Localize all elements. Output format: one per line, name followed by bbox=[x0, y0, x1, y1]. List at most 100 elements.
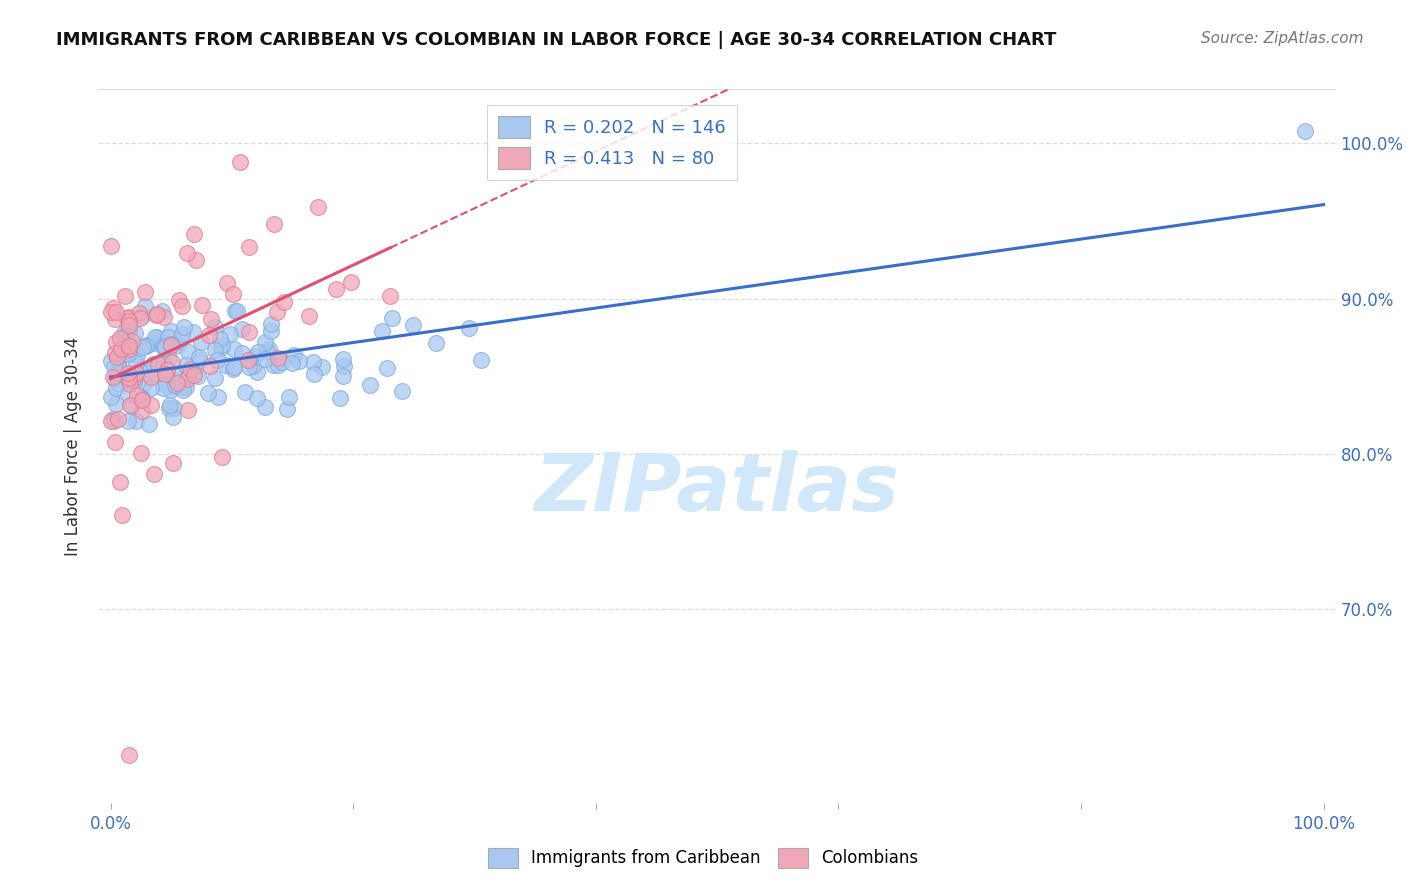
Point bbox=[380, 289, 402, 303]
Point bbox=[172, 371, 194, 385]
Point bbox=[333, 359, 356, 373]
Legend: Immigrants from Caribbean, Colombians: Immigrants from Caribbean, Colombians bbox=[481, 841, 925, 875]
Point bbox=[401, 318, 423, 332]
Point bbox=[110, 331, 132, 345]
Point bbox=[103, 360, 125, 375]
Point bbox=[215, 358, 238, 372]
Point bbox=[266, 358, 288, 372]
Point bbox=[145, 330, 167, 344]
Point bbox=[152, 381, 174, 395]
Point bbox=[122, 374, 145, 388]
Point bbox=[222, 342, 245, 356]
Point bbox=[170, 299, 193, 313]
Point bbox=[188, 351, 211, 365]
Point bbox=[280, 356, 302, 370]
Point bbox=[115, 310, 138, 325]
Point bbox=[100, 414, 122, 428]
Point bbox=[101, 301, 124, 315]
Point bbox=[160, 337, 183, 351]
Point bbox=[105, 351, 128, 366]
Point bbox=[120, 376, 142, 391]
Point bbox=[153, 368, 176, 382]
Point bbox=[325, 282, 347, 296]
Point bbox=[141, 381, 163, 395]
Text: ZIPatlas: ZIPatlas bbox=[534, 450, 900, 528]
Point bbox=[117, 374, 139, 388]
Point bbox=[118, 747, 141, 762]
Point bbox=[125, 366, 148, 380]
Point bbox=[142, 336, 165, 351]
Point bbox=[157, 401, 180, 416]
Point bbox=[112, 326, 135, 340]
Point bbox=[229, 155, 252, 169]
Point bbox=[246, 391, 269, 405]
Point bbox=[157, 351, 180, 365]
Point bbox=[174, 380, 197, 394]
Point bbox=[172, 379, 194, 393]
Point bbox=[160, 337, 183, 351]
Point bbox=[162, 456, 184, 470]
Text: IMMIGRANTS FROM CARIBBEAN VS COLOMBIAN IN LABOR FORCE | AGE 30-34 CORRELATION CH: IMMIGRANTS FROM CARIBBEAN VS COLOMBIAN I… bbox=[56, 31, 1057, 49]
Point bbox=[256, 343, 278, 358]
Point bbox=[162, 366, 184, 380]
Point bbox=[115, 345, 138, 359]
Point bbox=[129, 360, 152, 375]
Point bbox=[276, 402, 298, 417]
Point bbox=[125, 414, 148, 428]
Point bbox=[152, 339, 174, 353]
Point bbox=[221, 287, 243, 301]
Point bbox=[131, 393, 153, 408]
Point bbox=[145, 307, 167, 321]
Point bbox=[117, 322, 139, 336]
Point bbox=[183, 368, 205, 382]
Point bbox=[177, 345, 200, 359]
Point bbox=[155, 376, 177, 390]
Point bbox=[118, 314, 141, 328]
Point bbox=[222, 362, 245, 376]
Point bbox=[470, 353, 492, 368]
Point bbox=[1294, 124, 1316, 138]
Point bbox=[150, 304, 173, 318]
Point bbox=[242, 359, 264, 373]
Point bbox=[278, 390, 301, 404]
Point bbox=[238, 240, 260, 254]
Point bbox=[174, 358, 197, 372]
Point bbox=[129, 310, 152, 325]
Point bbox=[117, 413, 139, 427]
Point bbox=[160, 325, 183, 339]
Point bbox=[425, 335, 447, 350]
Point bbox=[205, 353, 228, 368]
Point bbox=[114, 289, 136, 303]
Point bbox=[134, 285, 156, 299]
Point bbox=[253, 401, 276, 415]
Point bbox=[110, 475, 132, 489]
Point bbox=[100, 238, 122, 252]
Point bbox=[117, 366, 139, 380]
Point bbox=[131, 340, 153, 354]
Point bbox=[283, 348, 305, 362]
Point bbox=[238, 325, 260, 339]
Point bbox=[184, 252, 207, 267]
Point bbox=[100, 390, 122, 404]
Point bbox=[159, 384, 181, 398]
Point bbox=[236, 353, 259, 368]
Point bbox=[110, 342, 132, 356]
Point bbox=[298, 309, 321, 323]
Point bbox=[204, 371, 226, 385]
Point bbox=[162, 354, 184, 368]
Text: Source: ZipAtlas.com: Source: ZipAtlas.com bbox=[1201, 31, 1364, 46]
Point bbox=[183, 227, 205, 241]
Point bbox=[122, 370, 145, 384]
Point bbox=[166, 376, 188, 391]
Point bbox=[121, 399, 143, 413]
Point bbox=[156, 363, 179, 377]
Point bbox=[266, 305, 288, 319]
Point bbox=[198, 328, 221, 343]
Point bbox=[332, 351, 354, 366]
Point bbox=[105, 381, 128, 395]
Point bbox=[100, 354, 122, 368]
Point bbox=[153, 340, 176, 354]
Point bbox=[176, 372, 198, 386]
Point bbox=[162, 401, 184, 415]
Point bbox=[131, 404, 153, 418]
